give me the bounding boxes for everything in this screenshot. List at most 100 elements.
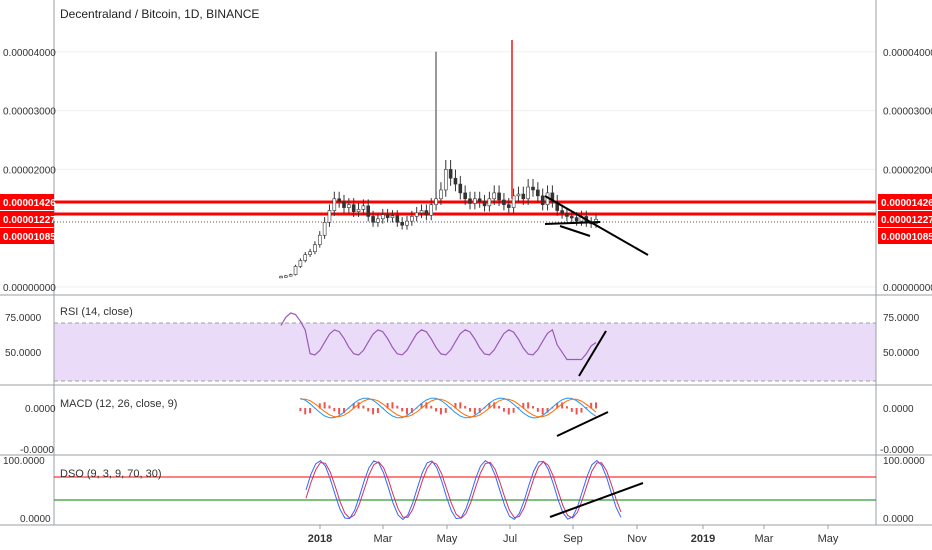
left-price-axis: 0.00004000 0.00003000 0.00002000 0.00000000 xyxy=(3,48,56,294)
macd-hist-bar xyxy=(338,408,341,415)
trendline-rsi xyxy=(578,330,607,377)
candle-body xyxy=(342,201,346,208)
candle-body xyxy=(473,198,477,204)
trendline-dso xyxy=(549,482,644,518)
time-axis: 2018 Mar May Jul Sep Nov 2019 Mar May xyxy=(308,525,839,545)
macd-hist-bar xyxy=(299,408,302,412)
macd-hist-bar xyxy=(532,406,534,409)
macd-hist-bar xyxy=(580,408,583,413)
dso-tick-0-right: 0.0000 xyxy=(883,514,914,525)
candle-body xyxy=(327,210,332,223)
time-label-0: 2018 xyxy=(308,533,332,545)
dso-tick-100-right: 100.0000 xyxy=(883,456,925,467)
candle-body xyxy=(555,201,560,211)
price-tag-right-2: 0.00001085 xyxy=(881,232,932,243)
macd-tick-neg-left: -0.0000 xyxy=(20,445,54,456)
time-label-7: Mar xyxy=(755,533,774,545)
candle-body xyxy=(400,222,404,226)
trendline-main-wedge xyxy=(559,225,591,237)
rsi-tick-50-left: 50.0000 xyxy=(5,348,42,359)
candle-body xyxy=(366,205,371,217)
macd-line xyxy=(300,397,597,419)
candle-body xyxy=(506,204,511,208)
macd-hist-bar xyxy=(469,408,471,412)
macd-hist-bar xyxy=(318,403,321,409)
candle-body xyxy=(536,189,540,197)
candle-body xyxy=(380,214,385,220)
price-tag-left-0: 0.00001426 xyxy=(3,198,56,209)
candle-body xyxy=(293,266,298,275)
macd-title: MACD (12, 26, close, 9) xyxy=(60,398,177,410)
macd-hist-bar xyxy=(333,408,336,412)
right-axis-tick-0: 0.00004000 xyxy=(883,48,932,59)
macd-hist-bar xyxy=(386,403,389,409)
candle-body xyxy=(434,198,438,205)
left-axis-tick-0: 0.00004000 xyxy=(3,48,56,59)
rsi-line xyxy=(280,312,597,361)
time-label-3: Jul xyxy=(503,533,517,545)
right-axis-tick-3: 0.00000000 xyxy=(883,283,932,294)
candle-body xyxy=(511,195,516,208)
time-label-8: May xyxy=(818,533,839,545)
macd-hist-bar xyxy=(595,402,597,409)
candle-body xyxy=(458,183,463,194)
candle-body xyxy=(337,198,341,203)
macd-hist-bar xyxy=(372,408,375,415)
macd-hist-bar xyxy=(512,408,515,413)
candles xyxy=(279,40,598,279)
macd-hist-bar xyxy=(401,408,404,412)
price-tag-right-bg-1 xyxy=(878,211,932,227)
macd-tick-0-left: 0.0000 xyxy=(25,404,56,415)
macd-hist-bar xyxy=(304,408,307,415)
candle-body xyxy=(448,169,453,179)
macd-hist-bar xyxy=(565,406,568,409)
macd-hist-bar xyxy=(352,403,355,409)
macd-hist-bar xyxy=(357,402,360,409)
macd-hist-bar xyxy=(376,408,379,414)
candle-body xyxy=(502,199,506,205)
macd-hist-bar xyxy=(328,405,331,409)
macd-hist-bar xyxy=(425,402,428,409)
price-tags-right: 0.00001426 0.00001227 0.00001085 xyxy=(878,194,932,244)
price-tag-left-bg-0 xyxy=(0,194,54,210)
candle-body xyxy=(356,209,361,213)
price-tag-left-bg-2 xyxy=(0,228,54,244)
macd-hist-bar xyxy=(396,405,399,409)
macd-hist-bar xyxy=(536,408,539,412)
candle-body xyxy=(322,222,327,236)
macd-hist-bar xyxy=(464,405,467,409)
candle-body xyxy=(531,186,535,191)
left-axis-tick-1: 0.00003000 xyxy=(3,107,56,118)
price-tag-left-1: 0.00001227 xyxy=(3,215,56,226)
macd-hist-bar xyxy=(459,402,462,409)
price-tag-right-bg-2 xyxy=(878,228,932,244)
dso-d-line xyxy=(305,461,622,519)
dso-title: DSO (9, 3, 9, 70, 30) xyxy=(60,468,162,480)
candle-body xyxy=(313,244,317,253)
macd-hist-bar xyxy=(575,408,578,415)
macd-hist-bar xyxy=(585,407,588,409)
macd-hist-bar xyxy=(323,402,326,409)
candle-body xyxy=(371,216,375,223)
macd-hist-bar xyxy=(343,408,345,414)
candle-body xyxy=(574,217,579,222)
candle-body xyxy=(565,213,569,217)
macd-hist-bar xyxy=(309,408,312,414)
macd-hist-bar xyxy=(444,408,447,413)
candle-body xyxy=(487,198,492,207)
candle-body xyxy=(439,189,443,200)
macd-hist-bar xyxy=(546,408,549,413)
macd-hist-bar xyxy=(454,403,457,409)
main-panel-bg xyxy=(54,0,876,295)
trendline-macd xyxy=(556,411,609,437)
signal-line xyxy=(300,398,597,418)
macd-hist-bar xyxy=(410,408,413,413)
candle-body xyxy=(410,216,414,222)
macd-tick-neg-right: -0.0000 xyxy=(880,445,914,456)
rsi-series xyxy=(280,312,597,361)
candle-body xyxy=(482,201,487,207)
macd-hist-bar xyxy=(527,402,530,409)
candle-body xyxy=(347,204,351,208)
time-label-4: Sep xyxy=(563,533,583,545)
